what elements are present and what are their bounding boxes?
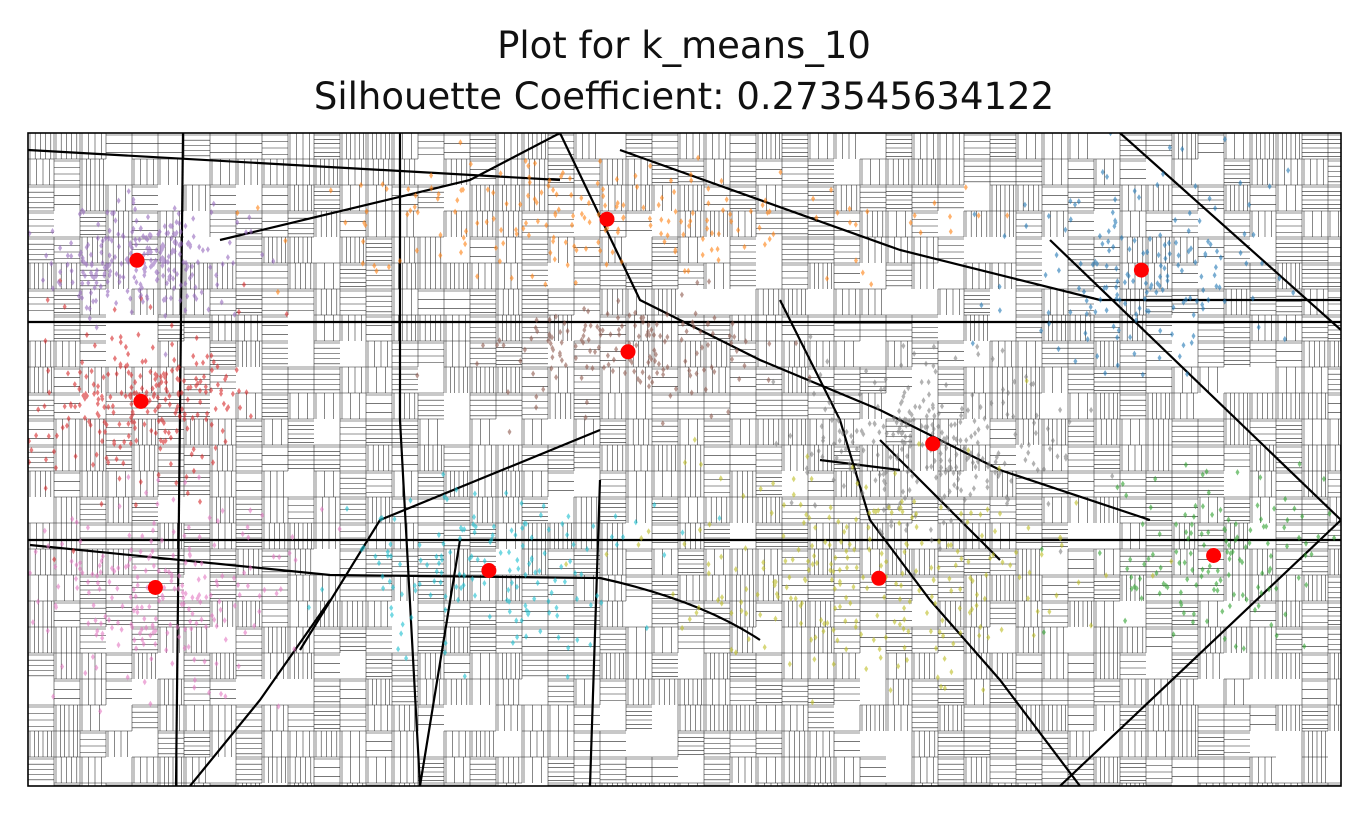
centroid-marker-2 — [1206, 548, 1222, 563]
centroid-marker-0 — [1133, 262, 1149, 278]
chart-title: Plot for k_means_10 — [497, 24, 871, 67]
centroid-marker-3 — [133, 393, 149, 409]
major-road — [398, 133, 422, 786]
cluster-centroids — [129, 211, 1222, 595]
major-road — [418, 539, 462, 786]
centroid-marker-1 — [599, 211, 615, 227]
cluster-1-points — [235, 139, 1010, 296]
chart-subtitle: Silhouette Coefficient: 0.273545634122 — [313, 75, 1055, 118]
cluster-point-markers — [28, 473, 342, 715]
cluster-3-points — [28, 277, 289, 563]
centroid-marker-7 — [925, 436, 941, 452]
major-road — [189, 599, 331, 786]
major-road — [1059, 519, 1341, 786]
major-road — [619, 148, 1341, 302]
major-road — [29, 543, 761, 641]
centroid-marker-8 — [871, 570, 887, 586]
major-road — [1119, 133, 1341, 331]
centroid-marker-5 — [620, 344, 636, 360]
axes-frame — [27, 132, 1342, 787]
major-road — [28, 148, 561, 182]
cluster-6-points — [28, 473, 342, 715]
cluster-point-markers — [235, 139, 1010, 296]
major-road — [819, 458, 901, 472]
major-road — [1049, 239, 1341, 521]
major-road — [588, 479, 602, 786]
major-road — [559, 133, 1151, 522]
centroid-marker-4 — [129, 252, 145, 268]
centroid-marker-6 — [147, 580, 163, 595]
cluster-point-markers — [28, 277, 289, 563]
cluster-points — [28, 133, 1337, 715]
major-road — [779, 299, 1081, 786]
major-road — [219, 133, 561, 242]
centroid-marker-9 — [481, 563, 497, 578]
major-road — [879, 439, 1001, 561]
